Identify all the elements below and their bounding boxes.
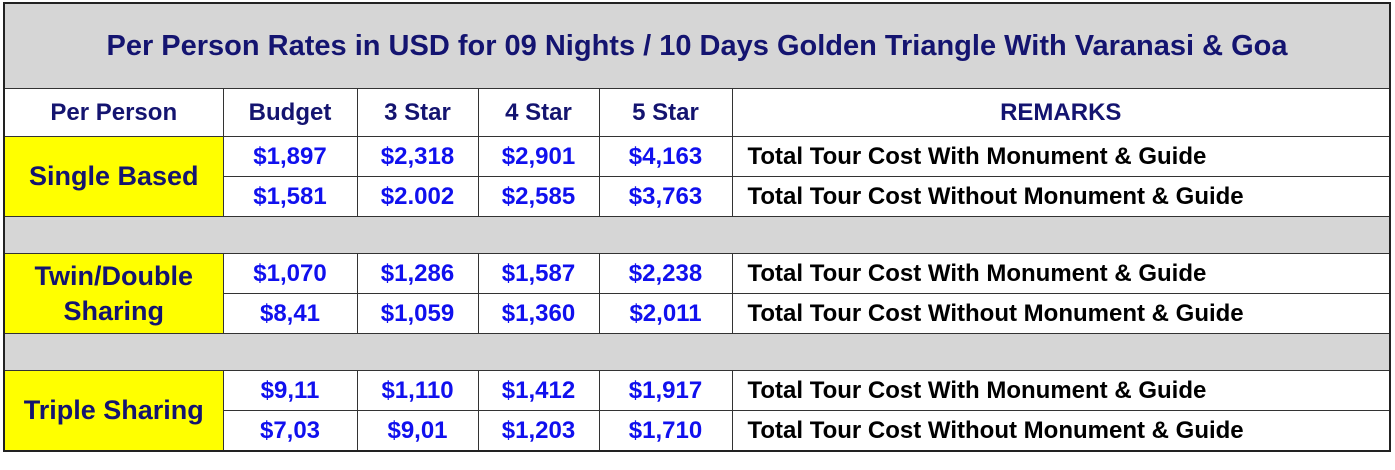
remark: Total Tour Cost Without Monument & Guide bbox=[731, 293, 1391, 334]
spacer-cell bbox=[3, 216, 1391, 254]
price-5-star: $2,011 bbox=[598, 293, 733, 334]
header-4-star: 4 Star bbox=[477, 88, 600, 137]
spacer-row bbox=[3, 333, 1391, 371]
header-per-person: Per Person bbox=[3, 88, 224, 137]
price-5-star: $4,163 bbox=[598, 136, 733, 177]
price-5-star: $1,917 bbox=[598, 370, 733, 411]
header-3-star: 3 Star bbox=[356, 88, 479, 137]
header-budget: Budget bbox=[222, 88, 358, 137]
table-row: Triple Sharing $9,11 $1,110 $1,412 $1,91… bbox=[3, 370, 1391, 452]
spacer-cell bbox=[3, 333, 1391, 371]
header-5-star: 5 Star bbox=[598, 88, 733, 137]
rates-table: Per Person Rates in USD for 09 Nights / … bbox=[3, 2, 1391, 452]
price-3-star: $9,01 bbox=[356, 410, 479, 452]
remark: Total Tour Cost With Monument & Guide bbox=[731, 253, 1391, 294]
occupancy-label: Triple Sharing bbox=[3, 370, 224, 452]
table-row: Twin/Double Sharing $1,070 $1,286 $1,587… bbox=[3, 253, 1391, 334]
price-budget: $8,41 bbox=[222, 293, 358, 334]
price-4-star: $1,203 bbox=[477, 410, 600, 452]
price-4-star: $2,901 bbox=[477, 136, 600, 177]
header-row: Per Person Budget 3 Star 4 Star 5 Star R… bbox=[3, 88, 1391, 137]
price-5-star: $1,710 bbox=[598, 410, 733, 452]
price-4-star: $1,587 bbox=[477, 253, 600, 294]
price-budget: $9,11 bbox=[222, 370, 358, 411]
price-4-star: $1,412 bbox=[477, 370, 600, 411]
price-budget: $1,070 bbox=[222, 253, 358, 294]
title-row: Per Person Rates in USD for 09 Nights / … bbox=[3, 2, 1391, 89]
table-row: $7,03 $9,01 $1,203 $1,710 Total Tour Cos… bbox=[4, 410, 1391, 452]
header-remarks: REMARKS bbox=[731, 88, 1391, 137]
price-budget: $7,03 bbox=[222, 410, 358, 452]
table-title: Per Person Rates in USD for 09 Nights / … bbox=[3, 2, 1391, 89]
price-budget: $1,897 bbox=[222, 136, 358, 177]
price-3-star: $1,059 bbox=[356, 293, 479, 334]
price-3-star: $2,318 bbox=[356, 136, 479, 177]
table-row: $8,41 $1,059 $1,360 $2,011 Total Tour Co… bbox=[4, 293, 1391, 334]
price-3-star: $1,110 bbox=[356, 370, 479, 411]
price-3-star: $1,286 bbox=[356, 253, 479, 294]
remark: Total Tour Cost With Monument & Guide bbox=[731, 370, 1391, 411]
occupancy-label: Twin/Double Sharing bbox=[3, 253, 224, 334]
remark: Total Tour Cost With Monument & Guide bbox=[731, 136, 1391, 177]
spacer-row bbox=[3, 216, 1391, 254]
price-5-star: $3,763 bbox=[598, 176, 733, 217]
price-budget: $1,581 bbox=[222, 176, 358, 217]
price-5-star: $2,238 bbox=[598, 253, 733, 294]
price-4-star: $1,360 bbox=[477, 293, 600, 334]
occupancy-label: Single Based bbox=[3, 136, 224, 217]
price-4-star: $2,585 bbox=[477, 176, 600, 217]
table-row: Single Based $1,897 $2,318 $2,901 $4,163… bbox=[3, 136, 1391, 217]
remark: Total Tour Cost Without Monument & Guide bbox=[731, 176, 1391, 217]
remark: Total Tour Cost Without Monument & Guide bbox=[731, 410, 1391, 452]
price-3-star: $2.002 bbox=[356, 176, 479, 217]
table-row: $1,581 $2.002 $2,585 $3,763 Total Tour C… bbox=[4, 176, 1391, 217]
